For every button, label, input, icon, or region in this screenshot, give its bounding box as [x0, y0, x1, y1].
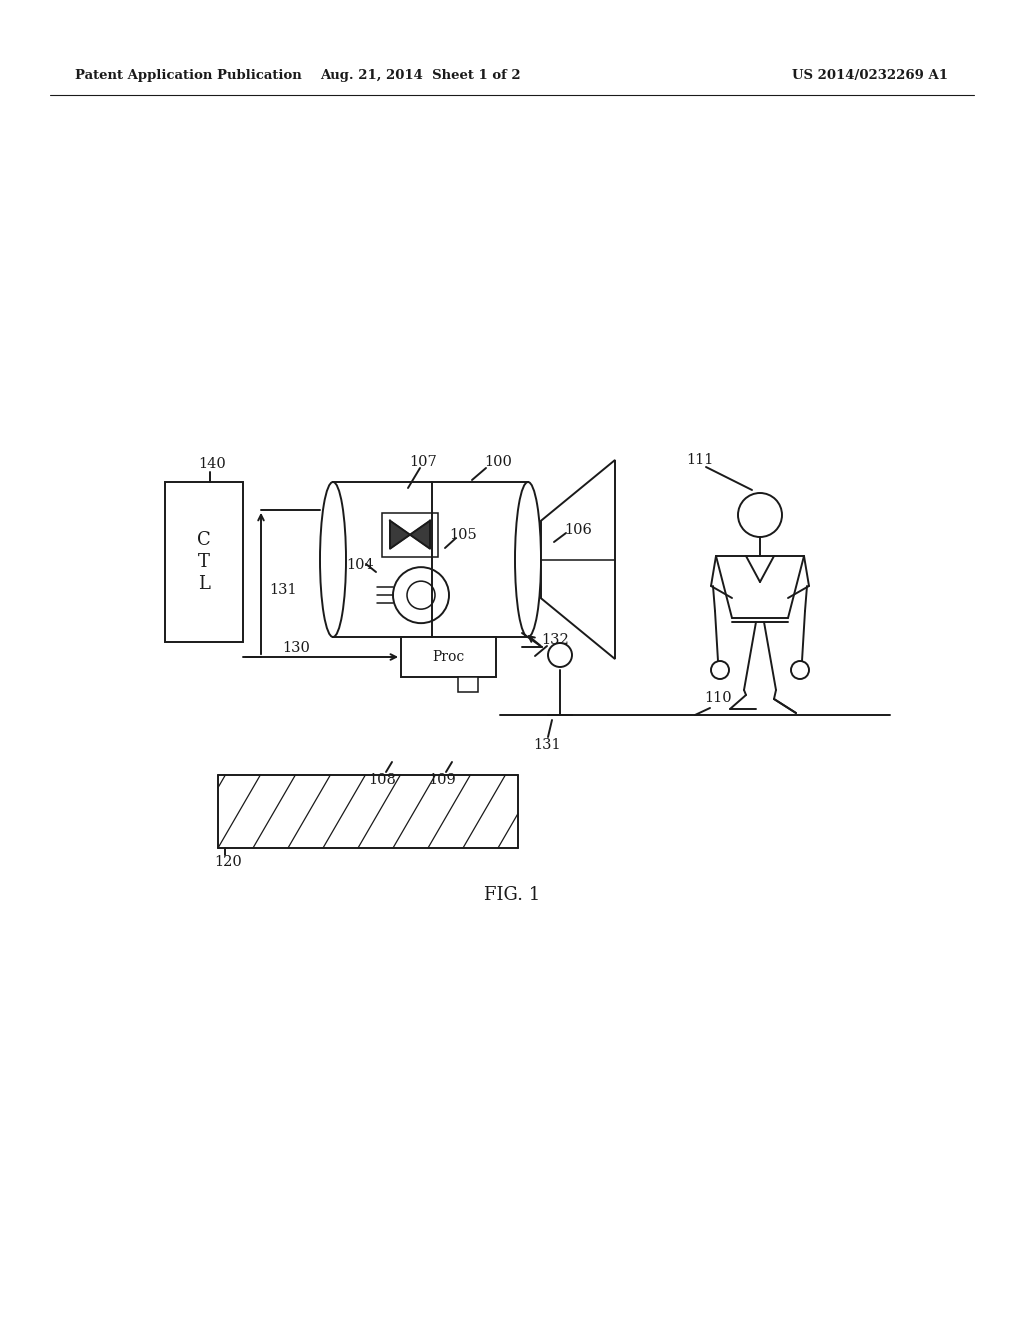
- Text: 111: 111: [686, 453, 714, 467]
- Ellipse shape: [319, 482, 346, 638]
- Text: 109: 109: [428, 774, 456, 787]
- Text: C: C: [198, 531, 211, 549]
- Text: Proc: Proc: [432, 649, 465, 664]
- Text: 107: 107: [410, 455, 437, 469]
- Circle shape: [711, 661, 729, 678]
- Ellipse shape: [515, 482, 541, 638]
- Text: 108: 108: [368, 774, 396, 787]
- Bar: [458, 677, 478, 692]
- Bar: [333, 482, 528, 638]
- Text: Aug. 21, 2014  Sheet 1 of 2: Aug. 21, 2014 Sheet 1 of 2: [319, 69, 520, 82]
- Text: 130: 130: [282, 642, 310, 655]
- Text: 110: 110: [705, 690, 732, 705]
- Text: 104: 104: [346, 558, 374, 572]
- Text: 106: 106: [564, 523, 592, 537]
- Text: 105: 105: [450, 528, 477, 543]
- Text: L: L: [198, 576, 210, 593]
- Text: 120: 120: [214, 855, 242, 869]
- Text: 131: 131: [269, 583, 297, 597]
- Text: 131: 131: [534, 738, 561, 752]
- Text: FIG. 1: FIG. 1: [484, 886, 540, 904]
- Polygon shape: [410, 520, 430, 549]
- Text: US 2014/0232269 A1: US 2014/0232269 A1: [792, 69, 948, 82]
- Polygon shape: [541, 459, 615, 659]
- Polygon shape: [390, 520, 410, 549]
- Bar: [165, 482, 243, 642]
- Text: 140: 140: [198, 457, 226, 471]
- Bar: [382, 512, 438, 557]
- Circle shape: [393, 568, 449, 623]
- Circle shape: [407, 581, 435, 609]
- Circle shape: [791, 661, 809, 678]
- Text: T: T: [198, 553, 210, 572]
- Text: Patent Application Publication: Patent Application Publication: [75, 69, 302, 82]
- Circle shape: [738, 492, 782, 537]
- Text: 132: 132: [541, 634, 569, 647]
- Bar: [401, 638, 496, 677]
- Text: 100: 100: [484, 455, 512, 469]
- Circle shape: [548, 643, 572, 667]
